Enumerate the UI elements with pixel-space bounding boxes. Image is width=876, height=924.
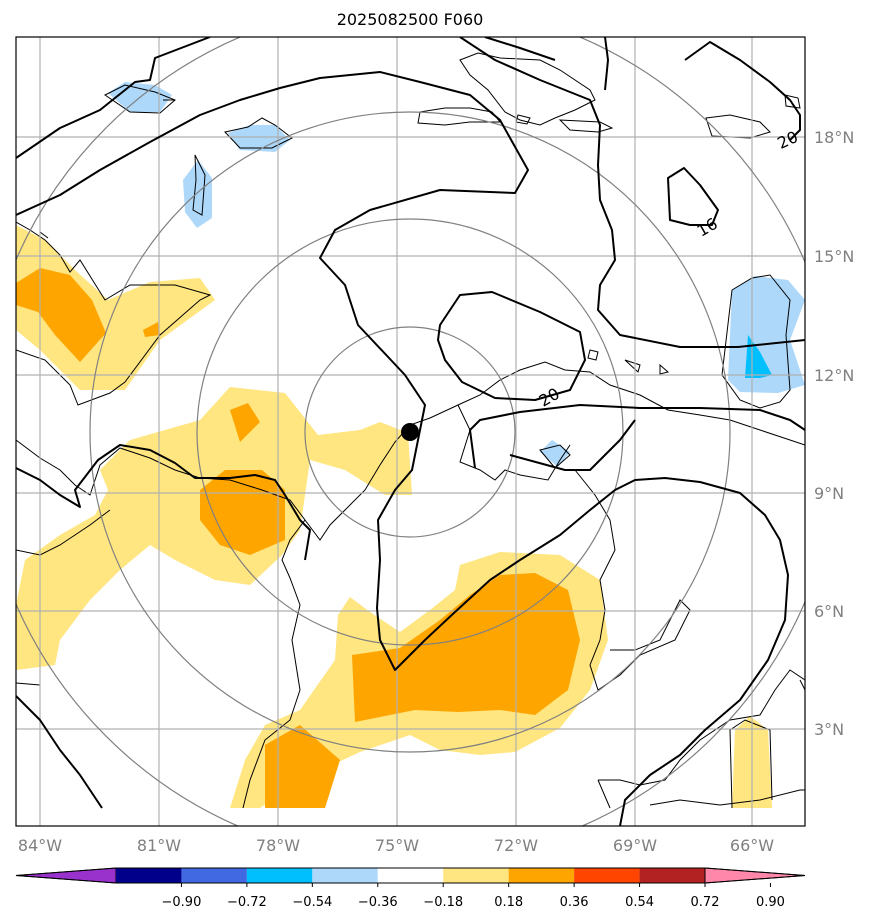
colorbar-tick-label: −0.72 [227, 895, 267, 910]
colorbar-tick-label: 0.72 [691, 895, 720, 910]
distance-rings [16, 37, 805, 826]
colorbar-segment [443, 868, 509, 883]
colorbar-extend-high [704, 867, 806, 884]
colorbar-segment [116, 868, 182, 883]
colorbar-segment [246, 868, 313, 883]
lon-label-84w: 84°W [18, 836, 62, 855]
colorbar-tick-label: 0.36 [560, 895, 589, 910]
colorbar-segment [377, 868, 444, 883]
lon-label-78w: 78°W [256, 836, 300, 855]
strong-positive-anomaly-fill [16, 268, 580, 808]
colorbar-tick-label: −0.90 [162, 895, 202, 910]
lon-label-75w: 75°W [375, 836, 419, 855]
center-marker [401, 423, 419, 441]
lon-label-69w: 69°W [613, 836, 657, 855]
colorbar: −0.90 −0.72 −0.54 −0.36 −0.18 0.18 0.36 0.54 0.7… [15, 867, 806, 910]
lat-label-3n: 3°N [814, 720, 844, 739]
lat-label-6n: 6°N [814, 602, 844, 621]
colorbar-segment [181, 868, 247, 883]
colorbar-extend-low [15, 867, 117, 884]
lon-label-66w: 66°W [730, 836, 774, 855]
colorbar-ticks: −0.90 −0.72 −0.54 −0.36 −0.18 0.18 0.36 0.54 0.7… [162, 883, 785, 910]
lat-label-15n: 15°N [814, 247, 854, 266]
colorbar-tick-label: −0.54 [292, 895, 332, 910]
colorbar-segments [15, 867, 806, 884]
lon-label-81w: 81°W [137, 836, 181, 855]
colorbar-segment [639, 868, 705, 883]
positive-anomaly-fill [16, 225, 772, 808]
colorbar-tick-label: −0.36 [358, 895, 398, 910]
map-title: 2025082500 F060 [336, 10, 484, 29]
colorbar-tick-label: 0.90 [756, 895, 785, 910]
graticule [16, 37, 805, 826]
colorbar-tick-label: 0.18 [494, 895, 523, 910]
contour-label-20-ne: 20 [774, 127, 800, 153]
colorbar-tick-label: −0.18 [423, 895, 463, 910]
lat-label-9n: 9°N [814, 484, 844, 503]
lat-label-18n: 18°N [814, 128, 854, 147]
lat-label-12n: 12°N [814, 366, 854, 385]
colorbar-segment [508, 868, 575, 883]
contour-label-16: 16 [694, 214, 721, 241]
colorbar-segment [312, 868, 378, 883]
contour-lines [16, 37, 805, 826]
map-frame [15, 36, 806, 827]
lon-label-72w: 72°W [494, 836, 538, 855]
colorbar-tick-label: 0.54 [625, 895, 654, 910]
colorbar-segment [574, 868, 640, 883]
colorbar-outline [15, 867, 806, 884]
